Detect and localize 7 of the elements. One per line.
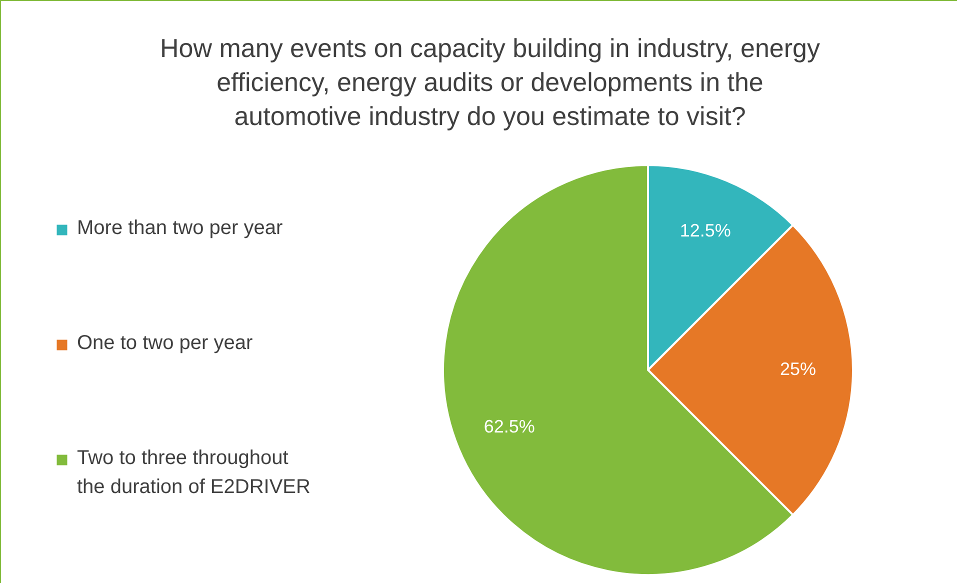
- legend-label: Two to three throughout the duration of E2DRIVER: [77, 447, 310, 498]
- chart-title: How many events on capacity building in industry, energy efficiency, energy audits or developments in the automotive industry do you estimate to visit?: [160, 33, 820, 131]
- legend-label: One to two per year: [77, 332, 253, 354]
- legend-label: More than two per year: [77, 217, 283, 239]
- data-label: 25%: [780, 359, 816, 379]
- data-label: 62.5%: [484, 416, 535, 436]
- data-label: 12.5%: [680, 220, 731, 240]
